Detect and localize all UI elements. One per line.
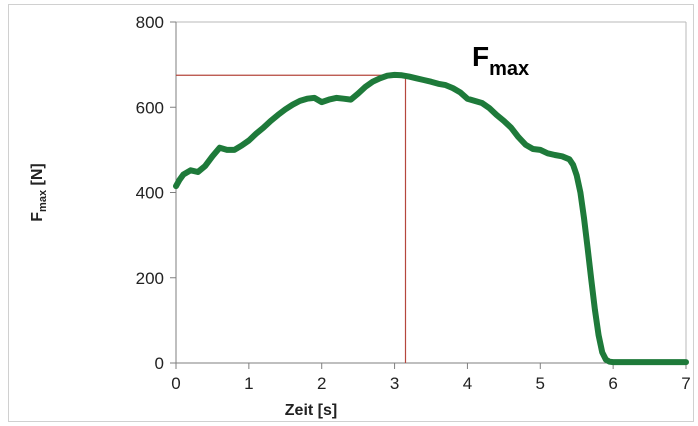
x-axis-title: Zeit [s] [285, 402, 337, 419]
y-axis-title-sub: max [37, 189, 49, 212]
x-tick-label: 4 [463, 374, 472, 393]
fmax-annotation-sub: max [489, 58, 529, 80]
y-axis-title-unit: [N] [29, 163, 46, 190]
chart-border [8, 4, 694, 422]
axes-layer: 0 200 400 600 800 0 1 2 3 4 5 6 7 [136, 13, 691, 393]
fmax-series-line [173, 71, 689, 366]
y-axis-title-main: F [29, 212, 46, 222]
y-tick-label: 800 [136, 13, 164, 32]
x-tick-label: 6 [608, 374, 617, 393]
series-layer [173, 71, 689, 366]
fmax-annotation-main: F [472, 41, 489, 72]
x-tick-label: 2 [317, 374, 326, 393]
y-tick-label: 400 [136, 184, 164, 203]
y-axis-title: Fmax [N] [29, 163, 49, 221]
x-tick-label: 1 [244, 374, 253, 393]
peak-marker-layer [176, 74, 407, 363]
x-tick-label: 5 [536, 374, 545, 393]
label-layer: Zeit [s] Fmax [N] Fmax [29, 41, 529, 419]
x-tick-label: 3 [390, 374, 399, 393]
x-tick-label: 0 [171, 374, 180, 393]
y-tick-label: 0 [155, 354, 164, 373]
fmax-annotation: Fmax [472, 41, 529, 80]
y-tick-label: 200 [136, 269, 164, 288]
y-tick-label: 600 [136, 98, 164, 117]
x-tick-label: 7 [681, 374, 690, 393]
